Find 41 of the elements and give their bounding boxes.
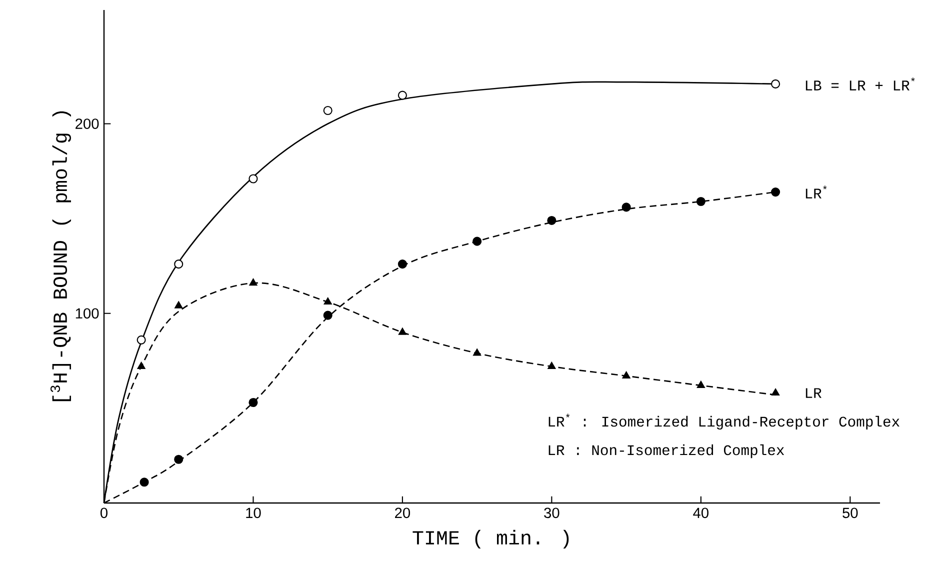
point bbox=[323, 106, 332, 116]
x-tick-label: 0 bbox=[100, 508, 108, 518]
x-tick-label: 30 bbox=[544, 508, 560, 518]
point bbox=[398, 260, 407, 269]
x-axis-title: TIME ( min. ) bbox=[412, 530, 569, 549]
point bbox=[174, 454, 184, 464]
y-tick-label: 200 bbox=[76, 118, 99, 129]
point bbox=[696, 196, 706, 206]
point bbox=[770, 79, 780, 88]
point bbox=[140, 478, 149, 487]
point bbox=[622, 202, 631, 212]
y-axis-title: [$^{3}$H]-QNB BOUND ( pmol/g ) bbox=[50, 111, 71, 402]
point bbox=[248, 398, 258, 408]
text: LR$^{*}$ : Isomerized Ligand-Receptor Complex bbox=[548, 414, 900, 430]
point bbox=[770, 188, 780, 197]
point bbox=[473, 348, 482, 356]
x-tick-label: 40 bbox=[693, 508, 708, 518]
series-label: LB = LR + LR$^{*}$ bbox=[806, 78, 915, 90]
point bbox=[547, 216, 556, 226]
x-tick-label: 50 bbox=[842, 508, 858, 518]
y-tick-label: 100 bbox=[76, 308, 99, 319]
point bbox=[772, 388, 780, 396]
point bbox=[398, 328, 406, 335]
point bbox=[248, 174, 258, 184]
point bbox=[174, 301, 183, 308]
point bbox=[136, 335, 146, 344]
point bbox=[174, 260, 184, 269]
series-label: LR bbox=[806, 388, 822, 398]
series-label: LR$^{*}$ bbox=[806, 186, 827, 198]
x-tick-label: 10 bbox=[246, 508, 261, 518]
point bbox=[398, 90, 407, 100]
point bbox=[696, 380, 705, 388]
point bbox=[472, 236, 482, 246]
x-tick-label: 20 bbox=[395, 508, 410, 518]
point bbox=[548, 362, 556, 370]
annotation: LR : Non-Isomerized Complex bbox=[548, 444, 784, 458]
point bbox=[137, 362, 146, 370]
point bbox=[323, 310, 332, 320]
point bbox=[324, 297, 332, 305]
point bbox=[622, 371, 630, 378]
point bbox=[249, 278, 258, 286]
